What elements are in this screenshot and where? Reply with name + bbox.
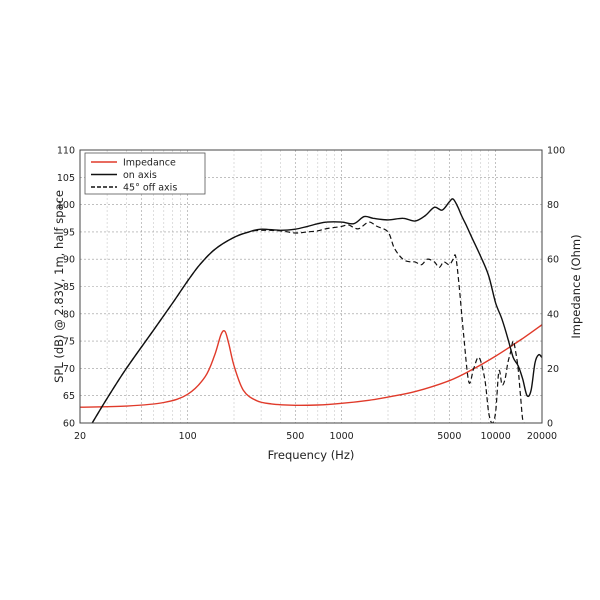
left-tick-label: 75 <box>63 337 75 348</box>
left-tick-label: 95 <box>63 227 75 238</box>
right-tick-label: 100 <box>547 146 565 157</box>
right-axis-title: Impedance (Ohm) <box>569 234 583 338</box>
left-tick-label: 110 <box>57 146 75 157</box>
left-axis-ticks: 60 65 70 75 80 85 90 95 100 105 110 <box>57 146 75 430</box>
x-tick-label: 20000 <box>527 431 557 442</box>
x-tick-label: 5000 <box>437 431 461 442</box>
legend-label-0: Impedance <box>123 158 176 169</box>
left-tick-label: 65 <box>63 391 75 402</box>
legend-label-2: 45° off axis <box>123 183 177 194</box>
x-axis-ticks: 20 100 500 1000 5000 10000 20000 <box>74 431 557 442</box>
grid <box>79 149 543 424</box>
series-lines <box>80 198 542 423</box>
right-axis-ticks: 0 20 40 60 80 100 <box>547 146 565 430</box>
right-tick-label: 40 <box>547 309 559 320</box>
left-tick-label: 60 <box>63 419 75 430</box>
left-tick-label: 90 <box>63 255 75 266</box>
right-tick-label: 60 <box>547 255 559 266</box>
right-tick-label: 0 <box>547 419 553 430</box>
x-tick-label: 500 <box>286 431 304 442</box>
left-axis-title: SPL (dB) @ 2.83V, 1m, half space <box>52 190 66 383</box>
left-tick-label: 105 <box>57 173 75 184</box>
left-tick-label: 80 <box>63 309 75 320</box>
legend-label-1: on axis <box>123 170 157 181</box>
right-tick-label: 20 <box>547 364 559 375</box>
series-line-1 <box>91 198 542 423</box>
left-tick-label: 100 <box>57 200 75 211</box>
x-tick-label: 1000 <box>330 431 354 442</box>
x-tick-label: 20 <box>74 431 86 442</box>
x-axis-title: Frequency (Hz) <box>268 448 355 462</box>
x-tick-label: 100 <box>179 431 197 442</box>
right-tick-label: 80 <box>547 200 559 211</box>
left-tick-label: 85 <box>63 282 75 293</box>
plot-frame <box>79 149 543 424</box>
series-line-2 <box>91 221 526 423</box>
left-tick-label: 70 <box>63 364 75 375</box>
series-line-0 <box>80 324 542 408</box>
x-tick-label: 10000 <box>481 431 511 442</box>
